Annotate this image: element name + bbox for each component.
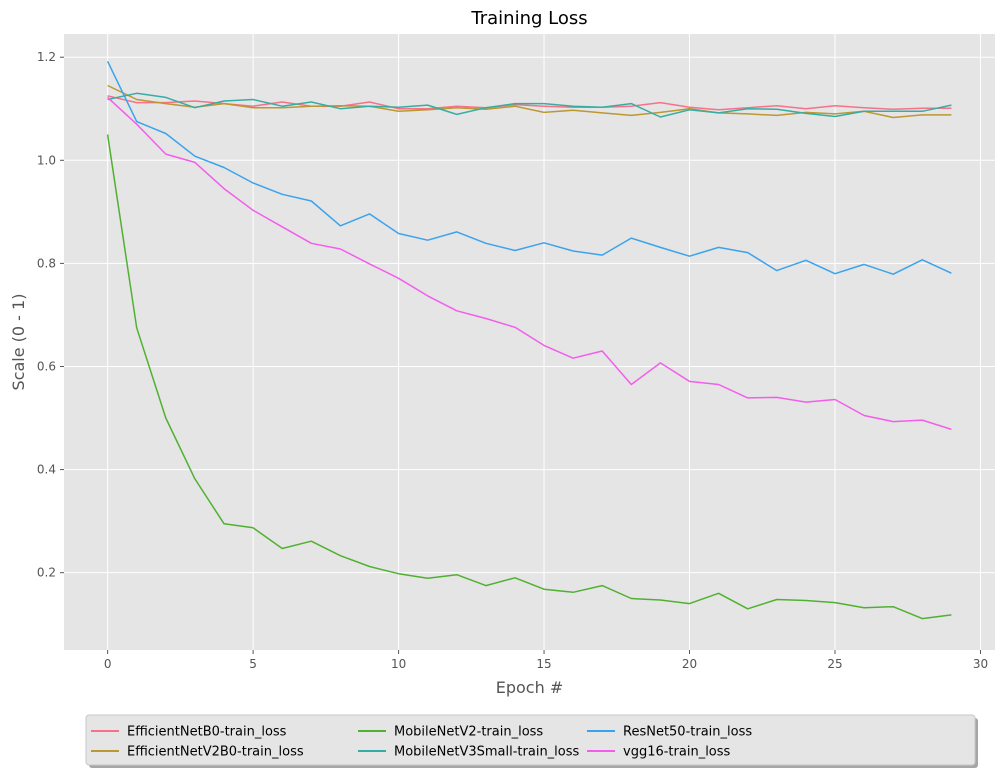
legend-label: MobileNetV2-train_loss [394,725,543,740]
legend-box [85,714,976,766]
y-tick-label: 0.6 [37,359,56,373]
y-tick-label: 0.4 [37,463,56,477]
legend: EfficientNetB0-train_loss EfficientNetV2B… [85,714,978,768]
x-tick-label: 5 [249,657,257,671]
x-tick-label: 30 [973,657,988,671]
x-tick-label: 20 [682,657,697,671]
series-line-efficientnetv2b0-train-loss [107,84,952,119]
x-axis-label: Epoch # [496,678,563,697]
legend-label: ResNet50-train_loss [623,725,752,740]
x-tick-label: 10 [391,657,406,671]
y-axis-label: Scale (0 - 1) [9,294,28,391]
x-tick-label: 0 [104,657,112,671]
y-tick-label: 0.2 [37,566,56,580]
y-tick-label: 1.2 [37,50,56,64]
legend-label: MobileNetV3Small-train_loss [394,745,580,760]
x-tick-label: 15 [536,657,551,671]
x-tick-label: 25 [827,657,842,671]
plot-area-background [64,34,995,650]
series-line-mobilenetv2-train-loss [106,134,952,620]
legend-entries: EfficientNetB0-train_loss EfficientNetV2B… [91,725,752,760]
y-tick-label: 1.0 [37,153,56,167]
legend-label: EfficientNetV2B0-train_loss [127,745,304,760]
legend-label: vgg16-train_loss [623,745,731,760]
series-line-efficientnetb0-train-loss [107,95,952,111]
legend-label: EfficientNetB0-train_loss [127,725,287,740]
series-line-vgg16-train-loss [107,96,952,431]
tick-labels: 0 5 10 15 20 25 30 0.2 0.4 0.6 0.8 1.0 1.2 [37,50,988,671]
grid-lines [64,34,995,650]
series-line-mobilenetv3small-train-loss [107,92,952,118]
series-line-resnet50-train-loss [106,60,952,275]
series-lines [106,60,952,620]
y-tick-label: 0.8 [37,256,56,270]
chart-title: Training Loss [470,8,587,29]
